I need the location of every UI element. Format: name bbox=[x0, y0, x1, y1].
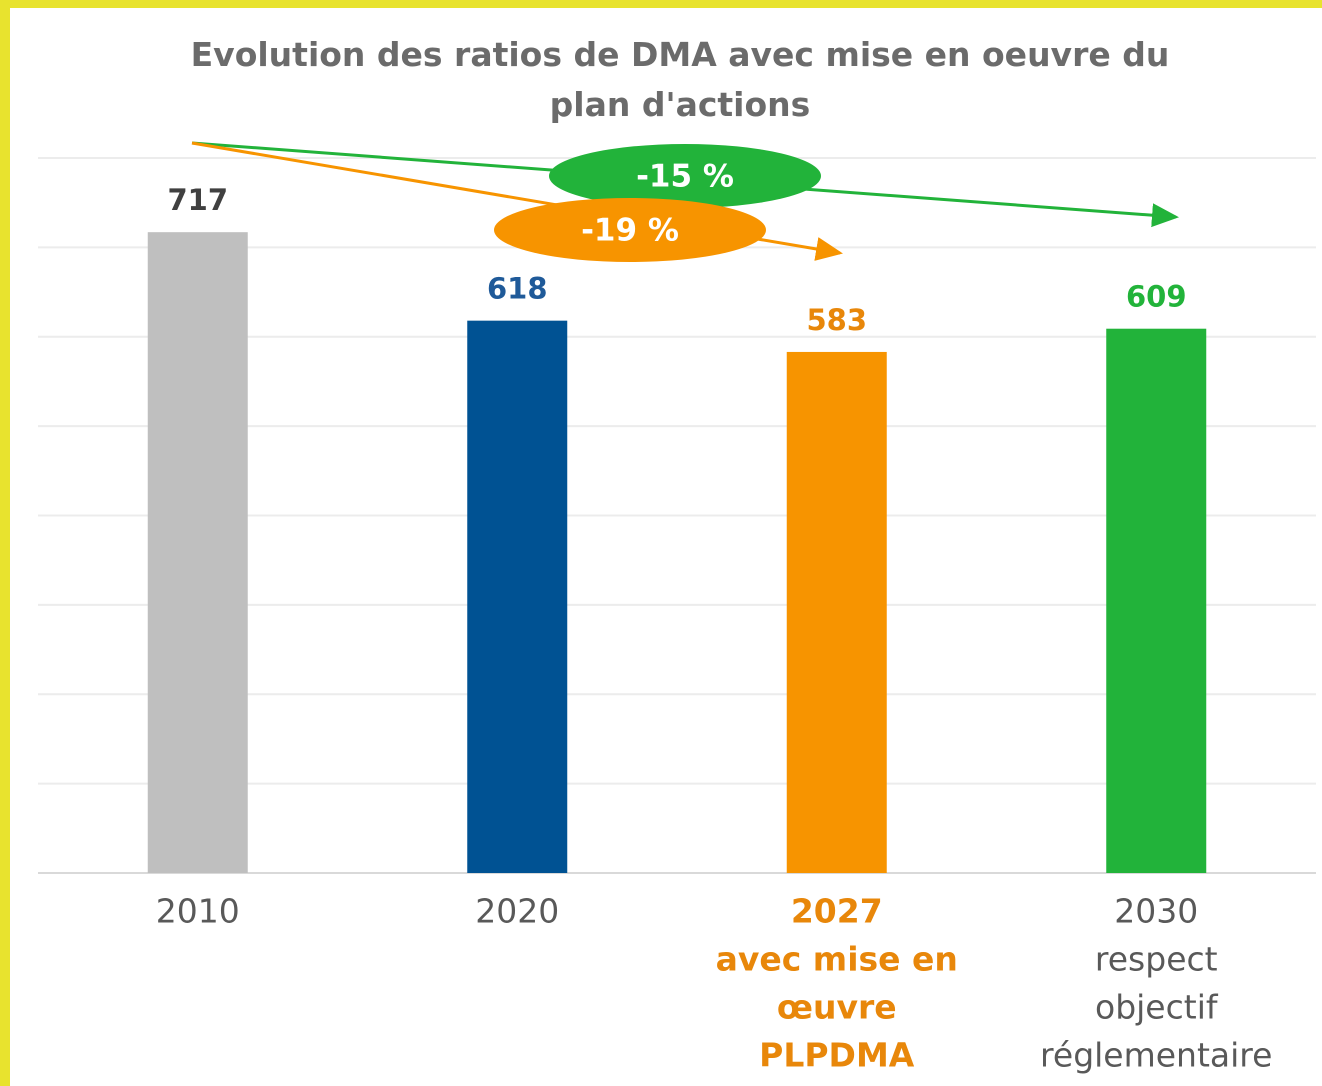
annotation: -19 % bbox=[581, 213, 679, 249]
bar bbox=[467, 320, 568, 874]
chart-title: Evolution des ratios de DMA avec mise en… bbox=[190, 35, 1170, 124]
annotation: -15 % bbox=[636, 159, 734, 195]
x-tick-label: respect bbox=[1095, 940, 1218, 979]
annotation-bubble bbox=[494, 198, 766, 262]
bar bbox=[786, 351, 887, 874]
x-tick-label: 2030 bbox=[1114, 892, 1198, 931]
annotation-bubble bbox=[549, 144, 821, 208]
x-tick-label: objectif bbox=[1095, 988, 1219, 1027]
bar bbox=[147, 232, 248, 873]
bar bbox=[1106, 328, 1207, 873]
x-tick-label: avec mise en bbox=[716, 940, 958, 979]
x-tick-label: 2020 bbox=[475, 892, 559, 931]
value-label: 583 bbox=[806, 303, 867, 337]
x-tick-label: PLPDMA bbox=[759, 1036, 915, 1075]
x-tick-label: réglementaire bbox=[1040, 1036, 1272, 1075]
value-label: 609 bbox=[1126, 280, 1187, 314]
x-tick-label: 2010 bbox=[156, 892, 240, 931]
value-label: 717 bbox=[167, 183, 228, 217]
value-label: 618 bbox=[487, 272, 548, 306]
x-tick-label: œuvre bbox=[777, 988, 897, 1027]
x-tick-label: 2027 bbox=[791, 892, 883, 931]
